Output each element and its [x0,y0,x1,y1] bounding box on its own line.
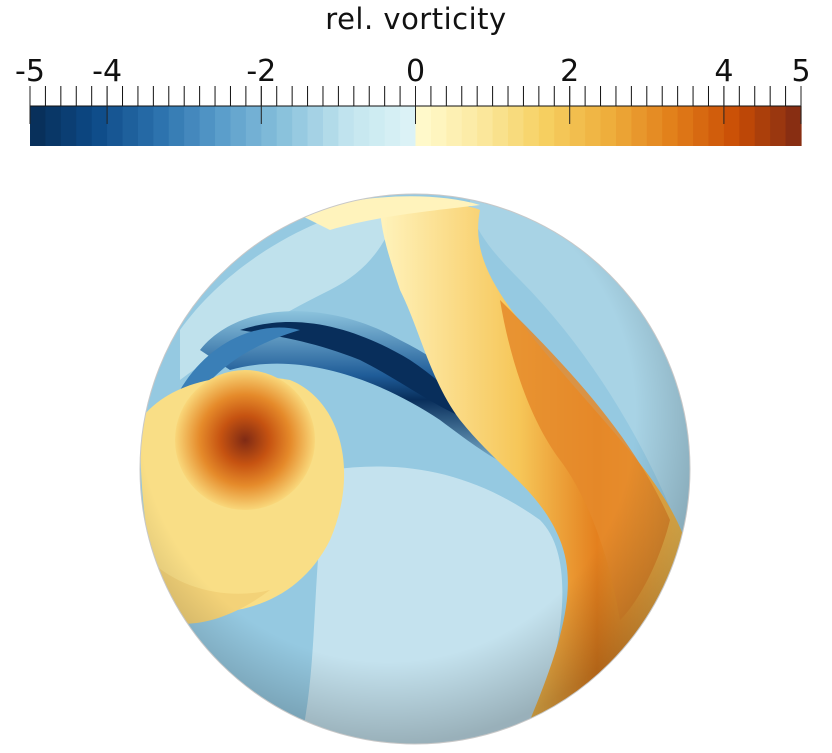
colorbar-title: rel. vorticity [325,2,507,36]
colorbar-bin [76,106,93,146]
colorbar-tick-label: 4 [714,54,734,89]
colorbar-bin [153,106,170,146]
colorbar-bin [384,106,401,146]
colorbar-strip [30,106,802,146]
colorbar-bin [723,106,740,146]
colorbar-bin [400,106,417,146]
colorbar-bin [230,106,247,146]
colorbar-bin [199,106,216,146]
colorbar-bin [662,106,679,146]
colorbar-bin [322,106,339,146]
colorbar-bin [261,106,278,146]
colorbar-bin [107,106,124,146]
colorbar-bin [615,106,632,146]
colorbar-bin [353,106,370,146]
colorbar-bin [554,106,571,146]
colorbar-bin [307,106,324,146]
colorbar-bin [477,106,494,146]
colorbar-bin [770,106,787,146]
colorbar-bin [538,106,555,146]
colorbar-bin [646,106,663,146]
colorbar-tick-label: -2 [246,54,277,89]
colorbar-bin [60,106,77,146]
colorbar-bin [631,106,648,146]
colorbar-bin [523,106,540,146]
sphere-outline [139,193,691,745]
colorbar-bin [754,106,771,146]
colorbar-bin [245,106,262,146]
colorbar-bin [184,106,201,146]
colorbar-bin [91,106,108,146]
colorbar-bin [215,106,232,146]
sphere-shading [140,194,690,744]
colorbar-tick-label: 0 [405,54,426,89]
colorbar-bin [508,106,525,146]
colorbar-bin [785,106,802,146]
colorbar-bin [677,106,694,146]
colorbar-tick-label: -4 [92,54,123,89]
colorbar-ticks [29,86,802,124]
colorbar-bin [338,106,355,146]
colorbar-bin [292,106,309,146]
colorbar-bin [415,106,432,146]
colorbar-bin [569,106,586,146]
colorbar-bin [430,106,447,146]
colorbar-bin [45,106,62,146]
colorbar-bin [739,106,756,146]
colorbar-bin [708,106,725,146]
colorbar-bin [446,106,463,146]
colorbar-bin [276,106,293,146]
colorbar-bin [693,106,710,146]
colorbar-bin [369,106,386,146]
colorbar-bin [461,106,478,146]
colorbar-tick-label: 2 [560,54,580,89]
colorbar-bin [30,106,47,146]
colorbar [29,86,802,146]
colorbar-bin [492,106,509,146]
colorbar-tick-label: 5 [791,54,811,89]
colorbar-bin [168,106,185,146]
colorbar-bin [600,106,617,146]
colorbar-bin [137,106,154,146]
colorbar-tick-label: -5 [15,54,45,89]
colorbar-bin [122,106,139,146]
colorbar-bin [585,106,602,146]
